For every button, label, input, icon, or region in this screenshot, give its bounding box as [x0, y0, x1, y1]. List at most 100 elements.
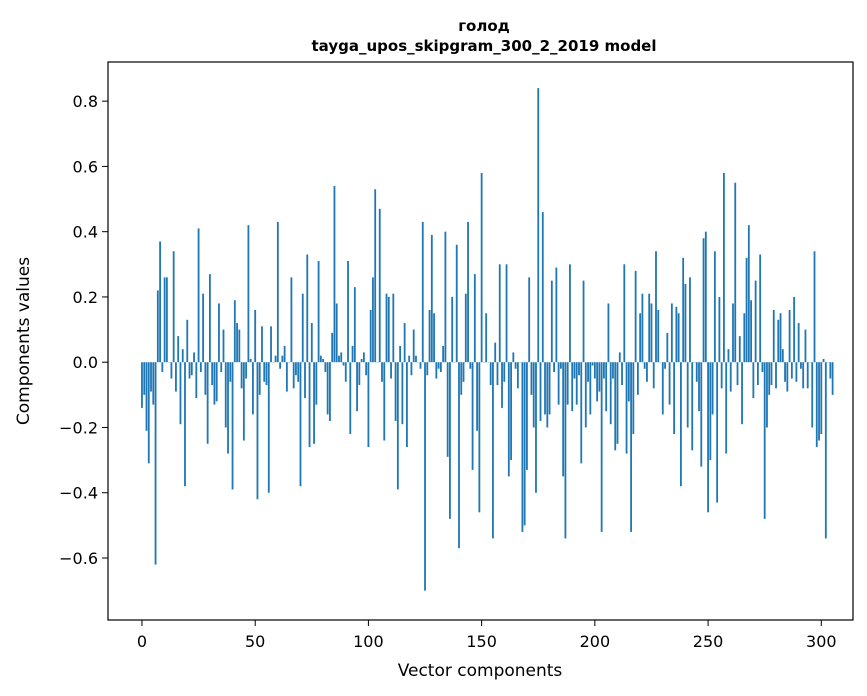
y-tick-label: −0.2 [59, 418, 98, 437]
bar-component-165 [514, 362, 517, 369]
bar-component-162 [507, 362, 510, 477]
bar-component-155 [492, 362, 494, 539]
bar-component-257 [723, 172, 725, 363]
bar-component-241 [686, 362, 689, 428]
bar-component-21 [188, 362, 191, 379]
bar-component-142 [462, 362, 465, 382]
bar-component-23 [193, 352, 195, 363]
bar-component-98 [362, 352, 365, 363]
bar-component-55 [265, 362, 268, 386]
bar-component-260 [729, 362, 732, 392]
bar-component-255 [718, 296, 721, 363]
bar-component-239 [682, 257, 685, 363]
bar-component-29 [206, 362, 209, 444]
bar-component-137 [451, 296, 454, 363]
bar-component-69 [297, 362, 300, 382]
bar-component-154 [489, 362, 492, 386]
bar-component-294 [806, 362, 809, 389]
bar-component-225 [650, 303, 653, 363]
bar-component-28 [204, 362, 207, 395]
bar-component-68 [295, 362, 297, 376]
bar-component-298 [815, 362, 818, 448]
bar-component-93 [351, 345, 354, 363]
bar-component-280 [775, 362, 777, 389]
bar-component-37 [224, 362, 227, 428]
bar-component-296 [811, 362, 814, 428]
bar-component-25 [197, 228, 200, 363]
bar-component-15 [175, 362, 177, 392]
bar-component-170 [526, 362, 528, 470]
bar-component-99 [365, 362, 368, 376]
bar-component-34 [218, 303, 220, 363]
bar-component-256 [720, 362, 723, 389]
bar-component-67 [292, 362, 295, 389]
bar-component-210 [616, 362, 619, 444]
bar-component-254 [716, 362, 719, 503]
bar-component-166 [516, 362, 519, 389]
bar-component-206 [607, 303, 610, 363]
chart-title-word: голод [458, 17, 510, 35]
bar-component-305 [831, 362, 834, 395]
bar-component-62 [281, 355, 284, 363]
bar-component-188 [566, 362, 569, 405]
bar-component-133 [442, 345, 445, 363]
bar-component-18 [181, 349, 184, 363]
bar-component-45 [242, 362, 245, 441]
bar-component-46 [245, 362, 248, 379]
bar-component-135 [446, 362, 449, 457]
bar-component-97 [360, 358, 363, 363]
bar-component-252 [711, 362, 714, 415]
bar-component-53 [261, 326, 263, 363]
bar-component-267 [745, 257, 748, 363]
bar-component-74 [308, 362, 311, 448]
x-tick-label: 250 [693, 632, 724, 651]
bar-component-168 [521, 362, 524, 532]
bar-component-297 [813, 251, 816, 363]
bar-component-262 [734, 182, 737, 363]
bar-component-276 [766, 362, 768, 428]
bar-component-110 [390, 362, 392, 379]
y-tick-label: 0.6 [73, 157, 98, 176]
bar-component-177 [541, 212, 544, 363]
bar-component-285 [786, 362, 789, 392]
bar-component-87 [338, 355, 340, 363]
bar-component-268 [747, 225, 750, 363]
bar-component-109 [387, 296, 390, 363]
bar-component-201 [596, 362, 599, 402]
bar-component-215 [627, 362, 630, 402]
bar-component-48 [249, 358, 252, 363]
bar-component-179 [546, 362, 549, 428]
bar-component-113 [396, 362, 399, 490]
x-tick-label: 0 [137, 632, 147, 651]
bar-component-145 [469, 362, 472, 369]
bar-component-266 [743, 313, 746, 363]
bar-component-114 [399, 345, 402, 363]
bar-component-82 [326, 362, 329, 415]
bar-component-38 [227, 362, 229, 454]
bar-component-116 [403, 323, 406, 363]
bar-component-224 [648, 293, 651, 363]
bar-component-47 [247, 225, 250, 363]
bar-component-221 [641, 293, 644, 363]
bar-component-272 [756, 362, 759, 386]
bar-component-231 [664, 362, 666, 369]
bar-component-200 [593, 362, 596, 379]
bar-component-202 [598, 362, 601, 392]
y-axis-ticks: −0.6 −0.4 −0.2 0.0 0.2 0.4 0.6 0.8 [59, 92, 108, 568]
bar-component-132 [439, 362, 442, 372]
bar-component-222 [643, 362, 646, 369]
bar-component-131 [437, 362, 440, 369]
x-axis-ticks: 0 50 100 150 200 250 300 [137, 620, 837, 651]
bar-component-251 [709, 362, 712, 461]
y-tick-label: 0.2 [73, 288, 98, 307]
bar-component-245 [695, 362, 698, 382]
x-tick-label: 300 [806, 632, 837, 651]
bar-component-220 [639, 313, 642, 363]
bar-component-149 [478, 362, 481, 513]
bar-component-79 [319, 355, 322, 363]
bar-component-2 [145, 362, 148, 431]
bar-component-284 [784, 362, 786, 382]
bar-component-75 [310, 323, 313, 363]
x-tick-label: 200 [580, 632, 611, 651]
bars-group [141, 88, 834, 591]
